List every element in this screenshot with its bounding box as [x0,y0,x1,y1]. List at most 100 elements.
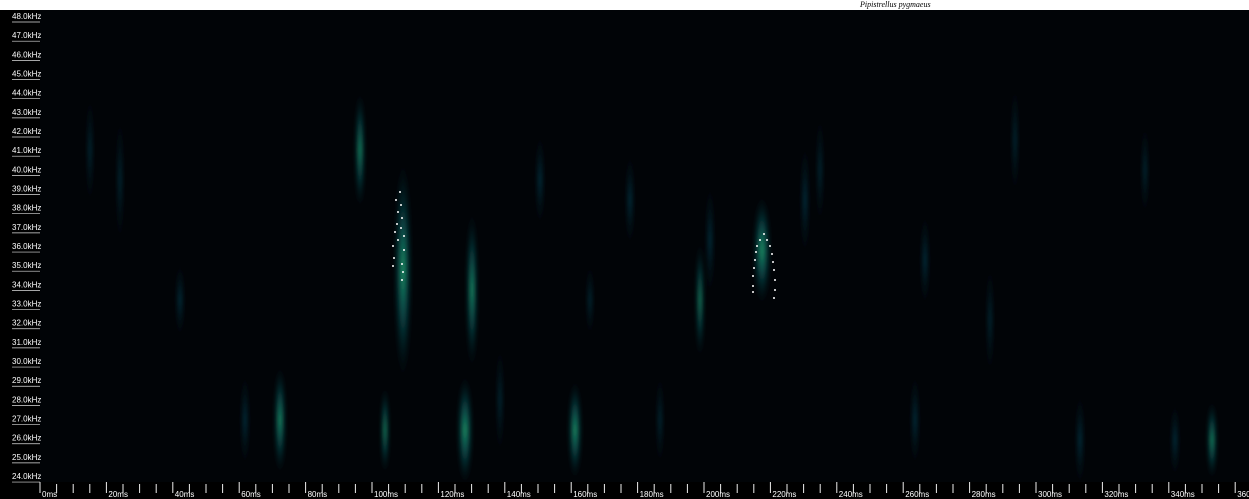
blob [1012,80,1018,200]
frequency-label: 40.0kHz [12,165,41,174]
blob [1207,400,1217,480]
time-label: 340ms [1171,490,1195,499]
detected-points [392,191,776,299]
detected-point [763,233,765,235]
detected-point [774,289,776,291]
time-label: 140ms [507,490,531,499]
blob [274,365,286,475]
detected-point [772,261,774,263]
blob [911,370,919,470]
frequency-label: 33.0kHz [12,300,41,309]
time-label: 180ms [640,490,664,499]
time-axis: 0ms 20ms 40ms 60ms 80ms 100ms 120ms 140ms 160ms 1… [39,482,1249,499]
blob [657,370,663,470]
frequency-axis: 48.0kHz 47.0kHz 46.0kHz 45.0kHz 44.0kHz 43.0k… [12,12,41,483]
detected-point [401,217,403,219]
detected-point [756,245,758,247]
time-label: 40ms [175,490,195,499]
detected-point [400,227,402,229]
blob [706,180,714,300]
blob [1171,400,1179,480]
frequency-label: 43.0kHz [12,108,41,117]
time-label: 300ms [1038,490,1062,499]
frequency-label: 38.0kHz [12,204,41,213]
frequency-label: 39.0kHz [12,185,41,194]
time-label: 220ms [772,490,796,499]
blob [817,110,823,230]
blob [587,260,593,340]
blob [753,195,771,305]
blob [381,385,389,475]
blob [355,90,365,210]
blob [1076,390,1084,490]
blob [394,160,412,380]
time-label: 360ms [1237,490,1249,499]
time-label: 260ms [905,490,929,499]
frequency-label: 48.0kHz [12,12,41,21]
detected-point [759,239,761,241]
frequency-label: 24.0kHz [12,472,41,481]
detected-point [773,297,775,299]
frequency-label: 46.0kHz [12,50,41,59]
frequency-label: 42.0kHz [12,127,41,136]
detected-point [393,257,395,259]
time-label: 20ms [108,490,128,499]
detected-point [402,271,404,273]
frequency-label: 35.0kHz [12,261,41,270]
detected-point [403,249,405,251]
blob [87,90,93,210]
detected-point [771,253,773,255]
detected-point [401,279,403,281]
frequency-label: 26.0kHz [12,434,41,443]
detected-point [769,245,771,247]
blob [921,210,929,310]
detected-point [766,239,768,241]
caption: Pipistrellus pygmaeus [859,0,931,9]
detected-point [754,259,756,261]
blob [497,340,503,460]
spectrogram-area [40,10,1249,482]
detected-point [403,235,405,237]
frequency-label: 47.0kHz [12,31,41,40]
frequency-label: 29.0kHz [12,376,41,385]
blob [1142,120,1148,220]
blob [466,210,478,370]
frequency-label: 45.0kHz [12,70,41,79]
detected-point [401,263,403,265]
blob [176,260,184,340]
frequency-label: 31.0kHz [12,338,41,347]
detected-point [755,251,757,253]
detected-point [753,267,755,269]
time-label: 60ms [241,490,261,499]
frequency-label: 30.0kHz [12,357,41,366]
blob [568,380,582,480]
caption-strip [0,0,1249,10]
detected-point [394,231,396,233]
frequency-label: 28.0kHz [12,395,41,404]
detected-point [395,199,397,201]
frequency-label: 32.0kHz [12,319,41,328]
detected-point [752,291,754,293]
detected-point [752,285,754,287]
blob [117,110,123,250]
frequency-label: 41.0kHz [12,146,41,155]
time-label: 120ms [440,490,464,499]
frequency-label: 37.0kHz [12,223,41,232]
blob [626,150,634,250]
blob [457,375,473,485]
frequency-label: 44.0kHz [12,89,41,98]
time-label: 200ms [706,490,730,499]
blob [801,140,809,260]
frequency-label: 27.0kHz [12,415,41,424]
energy-blobs [87,80,1217,490]
detected-point [774,279,776,281]
time-label: 160ms [573,490,597,499]
time-label: 280ms [972,490,996,499]
blob [536,130,544,230]
detected-point [400,204,402,206]
detected-point [396,223,398,225]
detected-point [397,239,399,241]
time-label: 80ms [308,490,328,499]
